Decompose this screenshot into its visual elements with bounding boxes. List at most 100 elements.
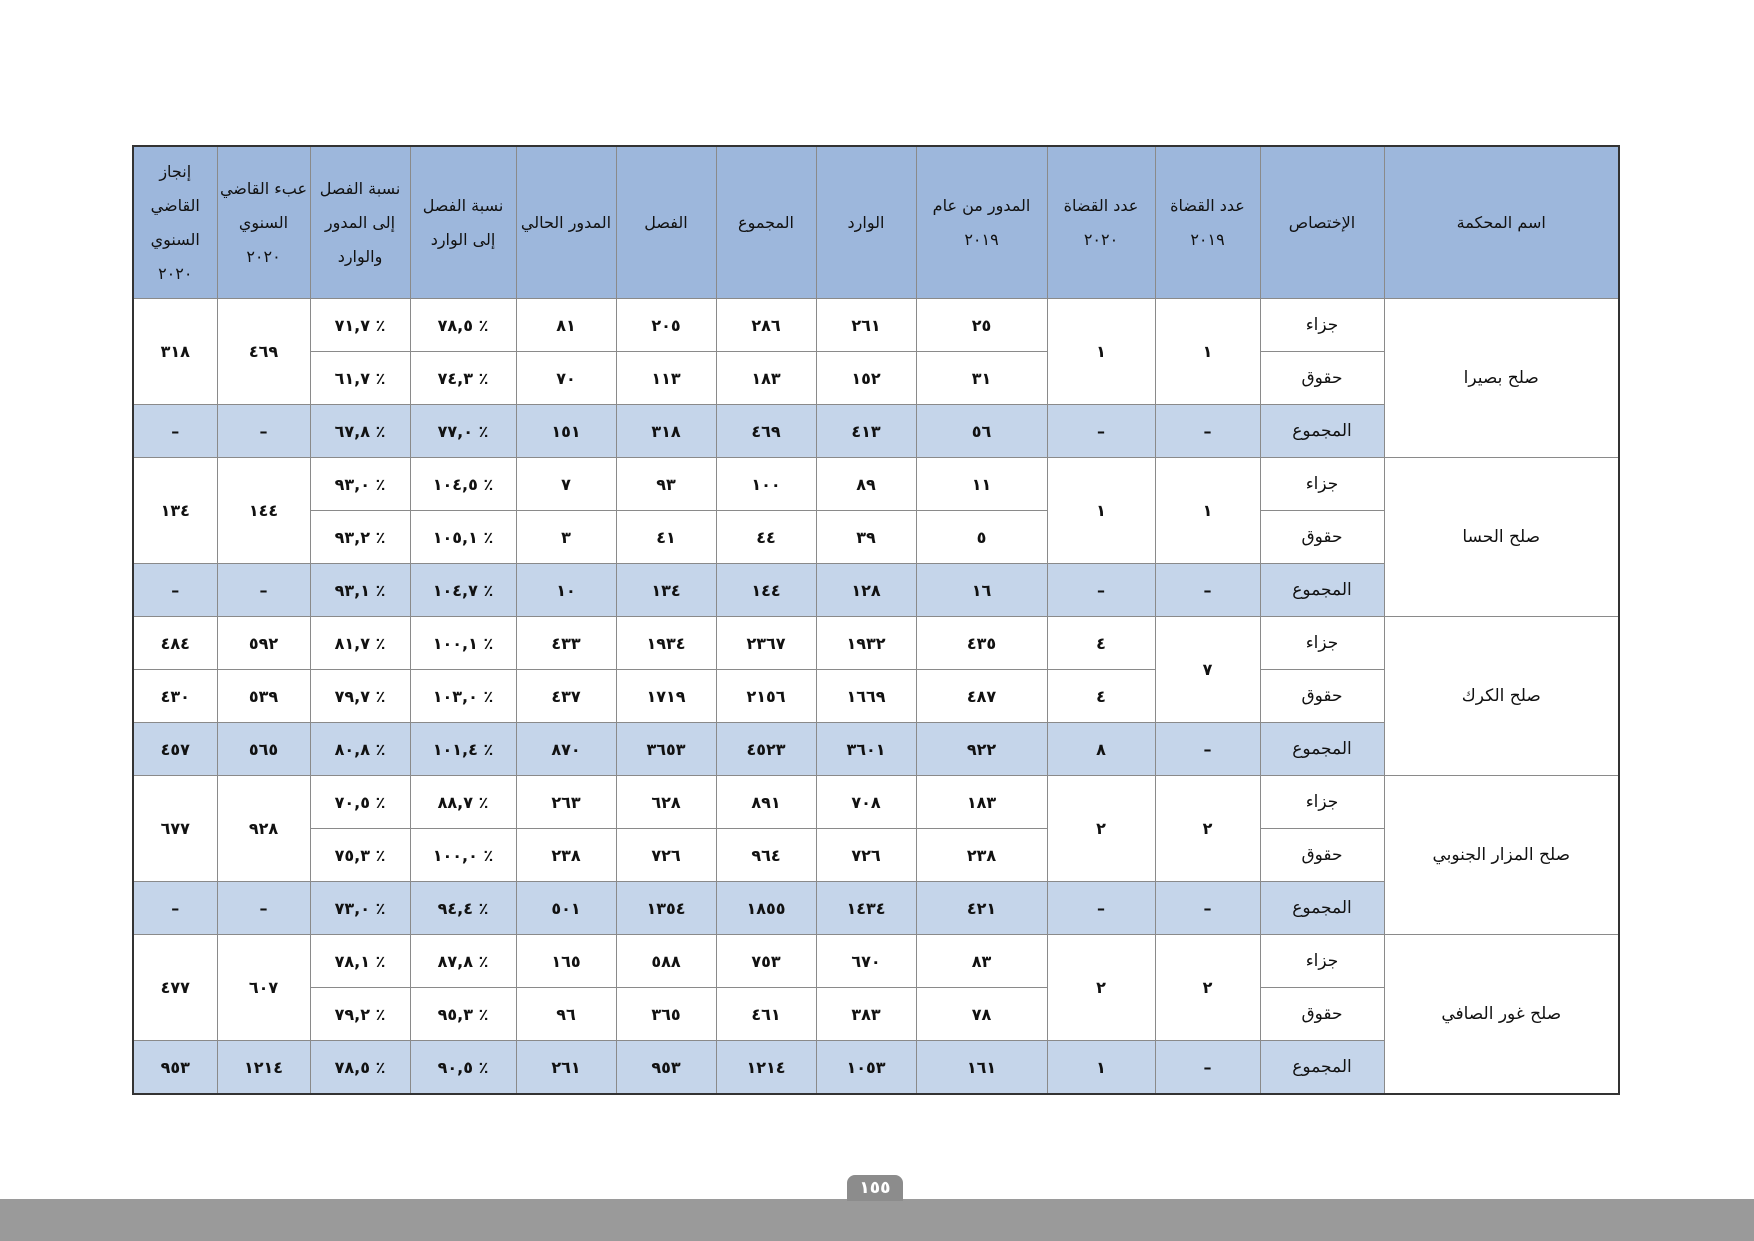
- cell-j2019: –: [1154, 881, 1261, 935]
- cell-r2: ٪ ٧٣,٠: [309, 881, 411, 935]
- cell-r2: ٪ ٧٠,٥: [309, 775, 411, 829]
- cell-current: ٥٠١: [515, 881, 617, 935]
- table-row: حقوق ٢٣٨ ٧٢٦ ٩٦٤ ٧٢٦ ٢٣٨ ٪ ١٠٠,٠ ٪ ٧٥,٣: [133, 828, 1619, 882]
- cell-pending: ٤٨٧: [915, 669, 1048, 723]
- cell-pending: ٤٢١: [915, 881, 1048, 935]
- table-row: حقوق ٧٨ ٣٨٣ ٤٦١ ٣٦٥ ٩٦ ٪ ٩٥,٣ ٪ ٧٩,٢: [133, 987, 1619, 1041]
- cell-current: ٤٣٣: [515, 616, 617, 670]
- cell-j2019: –: [1154, 722, 1261, 776]
- cell-spec: حقوق: [1259, 828, 1385, 882]
- cell-j2020: –: [1046, 563, 1156, 617]
- table-row-total: المجموع –٨ ٩٢٢ ٣٦٠١ ٤٥٢٣ ٣٦٥٣ ٨٧٠ ٪ ١٠١,٤ ٪ ٨٠,٨…: [132, 722, 1619, 776]
- cell-total: ٨٩١: [715, 775, 817, 829]
- cell-load: ٥٩٢: [216, 616, 311, 670]
- cell-resolved: ٩٥٣: [615, 1040, 717, 1095]
- cell-load: –: [216, 563, 311, 617]
- cell-ach: ٦٧٧: [132, 775, 218, 882]
- column-header-load: عبء القاضي السنوي ٢٠٢٠: [216, 145, 311, 299]
- cell-pending: ١٨٣: [915, 775, 1048, 829]
- cell-load: –: [216, 404, 311, 458]
- cell-load: ٦٠٧: [216, 934, 311, 1041]
- cell-r1: ٪ ٩٤,٤: [409, 881, 517, 935]
- cell-total: ١٤٤: [715, 563, 817, 617]
- column-header-j2019: عدد القضاة ٢٠١٩: [1154, 145, 1261, 299]
- cell-r2: ٪ ٧٨,٥: [309, 1040, 411, 1095]
- table-row: حقوق ٤ ٤٨٧ ١٦٦٩ ٢١٥٦ ١٧١٩ ٤٣٧ ٪ ١٠٣,٠ ٪ ٧٩,٧ ٥٣٩ ٤…: [132, 669, 1619, 723]
- cell-spec: المجموع: [1259, 881, 1385, 935]
- cell-pending: ١١: [915, 457, 1048, 511]
- page-number: ١٥٥: [847, 1175, 903, 1201]
- table-row: حقوق ٣١ ١٥٢ ١٨٣ ١١٣ ٧٠ ٪ ٧٤,٣ ٪ ٦١,٧: [133, 351, 1619, 405]
- cell-resolved: ٦٢٨: [615, 775, 717, 829]
- column-header-r1: نسبة الفصل إلى الوارد: [409, 145, 517, 299]
- cell-pending: ٣١: [915, 351, 1048, 405]
- cell-load: ٥٦٥: [216, 722, 311, 776]
- column-header-pending: المدور من عام ٢٠١٩: [915, 145, 1048, 299]
- cell-total: ٢٣٦٧: [715, 616, 817, 670]
- cell-total: ١٠٠: [715, 457, 817, 511]
- cell-r1: ٪ ١٠٣,٠: [409, 669, 517, 723]
- cell-pending: ٢٥: [915, 298, 1048, 352]
- cell-resolved: ٣٦٥٣: [615, 722, 717, 776]
- cell-r1: ٪ ٧٨,٥: [409, 298, 517, 352]
- column-header-total: المجموع: [715, 145, 817, 299]
- table-row: صلح غور الصافي جزاء ٢ ٢ ٨٣ ٦٧٠ ٧٥٣ ٥٨٨ ١٦٥ ٪ ٨٧,٨…: [132, 934, 1620, 1095]
- cell-ach: ٣١٨: [132, 298, 218, 405]
- cell-r2: ٪ ٩٣,١: [309, 563, 411, 617]
- cell-j2019: ٧: [1154, 616, 1261, 723]
- cell-spec: حقوق: [1259, 510, 1385, 564]
- cell-j2020: ١: [1046, 298, 1156, 405]
- cell-r1: ٪ ١٠١,٤: [409, 722, 517, 776]
- cell-current: ٨٧٠: [515, 722, 617, 776]
- cell-incoming: ١٤٣٤: [815, 881, 917, 935]
- cell-current: ١٠: [515, 563, 617, 617]
- cell-ach: ٤٨٤: [132, 616, 218, 670]
- cell-j2020: –: [1046, 881, 1156, 935]
- cell-incoming: ٤١٣: [815, 404, 917, 458]
- cell-incoming: ١٥٢: [815, 351, 917, 405]
- cell-total: ١٨٣: [715, 351, 817, 405]
- cell-r2: ٪ ٨٠,٨: [309, 722, 411, 776]
- cell-ach: –: [132, 563, 218, 617]
- cell-total: ٧٥٣: [715, 934, 817, 988]
- column-header-r2: نسبة الفصل إلى المدور والوارد: [309, 145, 411, 299]
- table-row: صلح الحسا جزاء ١ ١ ١١ ٨٩ ١٠٠ ٩٣ ٧ ٪ ١٠٤,٥ ٪ ٩٣,٠ ١٤…: [132, 457, 1620, 617]
- cell-j2020: ٨: [1046, 722, 1156, 776]
- cell-j2019: ٢: [1154, 775, 1261, 882]
- table-row: صلح الكرك جزاء ٧ ٤ ٤٣٥ ١٩٣٢ ٢٣٦٧ ١٩٣٤ ٤٣٣ ٪ ١٠٠,١…: [132, 616, 1620, 776]
- cell-current: ٨١: [515, 298, 617, 352]
- cell-pending: ٥: [915, 510, 1048, 564]
- cell-ach: ١٣٤: [132, 457, 218, 564]
- cell-r2: ٪ ٧١,٧: [309, 298, 411, 352]
- cell-r2: ٪ ٩٣,٠: [309, 457, 411, 511]
- cell-r1: ٪ ٩٥,٣: [409, 987, 517, 1041]
- cell-r2: ٪ ٧٥,٣: [309, 828, 411, 882]
- cell-spec: المجموع: [1259, 1040, 1385, 1095]
- cell-r1: ٪ ١٠٤,٥: [409, 457, 517, 511]
- cell-j2020: ٢: [1046, 775, 1156, 882]
- cell-pending: ١٦١: [915, 1040, 1048, 1095]
- court-name: صلح الكرك: [1383, 616, 1620, 776]
- cell-pending: ٥٦: [915, 404, 1048, 458]
- cell-resolved: ١٩٣٤: [615, 616, 717, 670]
- cell-r1: ٪ ١٠٤,٧: [409, 563, 517, 617]
- cell-pending: ٧٨: [915, 987, 1048, 1041]
- cell-r1: ٪ ٨٨,٧: [409, 775, 517, 829]
- cell-incoming: ٦٧٠: [815, 934, 917, 988]
- court-name: صلح المزار الجنوبي: [1383, 775, 1620, 935]
- cell-current: ٢٣٨: [515, 828, 617, 882]
- cell-current: ٧٠: [515, 351, 617, 405]
- cell-r1: ٪ ٧٤,٣: [409, 351, 517, 405]
- cell-incoming: ٨٩: [815, 457, 917, 511]
- footer-bar: [0, 1199, 1754, 1241]
- cell-resolved: ١٣٥٤: [615, 881, 717, 935]
- cell-j2019: –: [1154, 404, 1261, 458]
- cell-pending: ١٦: [915, 563, 1048, 617]
- cell-incoming: ١٩٣٢: [815, 616, 917, 670]
- cell-incoming: ١٠٥٣: [815, 1040, 917, 1095]
- cell-spec: جزاء: [1259, 298, 1385, 352]
- cell-spec: جزاء: [1259, 616, 1385, 670]
- cell-r2: ٪ ٦١,٧: [309, 351, 411, 405]
- cell-resolved: ١٣٤: [615, 563, 717, 617]
- cell-resolved: ٣٦٥: [615, 987, 717, 1041]
